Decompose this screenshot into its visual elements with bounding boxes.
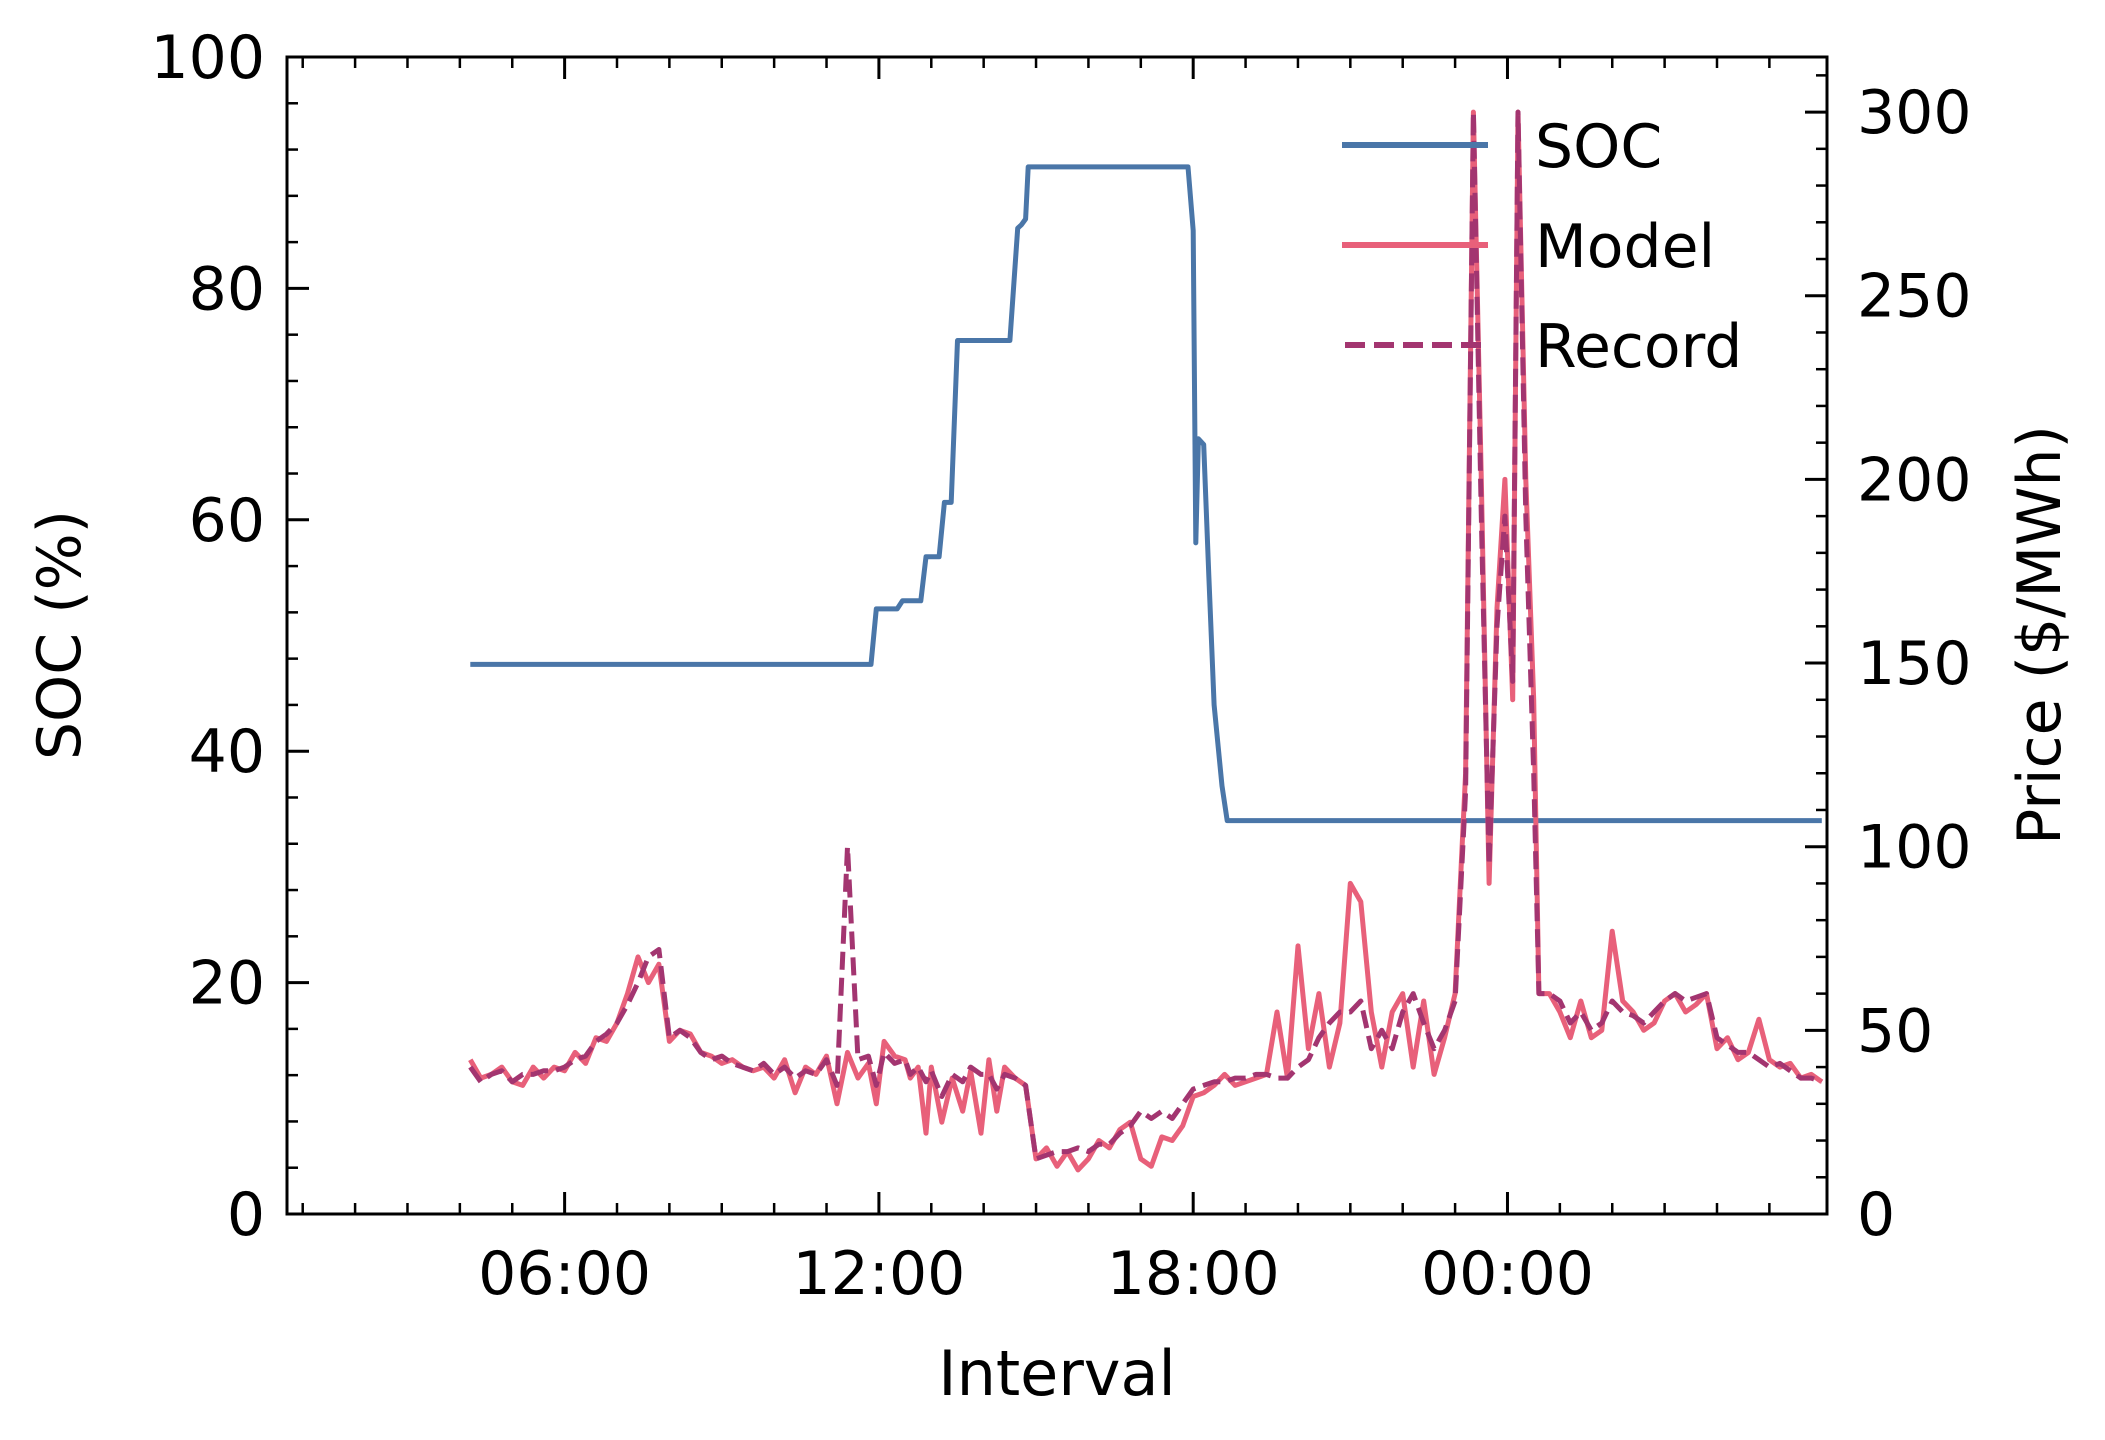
legend-label-soc: SOC [1535, 112, 1662, 182]
x-tick-label: 18:00 [1107, 1239, 1280, 1309]
legend-label-record: Record [1535, 312, 1742, 382]
series-layer [468, 109, 1824, 1173]
y-left-tick-label: 40 [189, 717, 265, 787]
series-line-soc [470, 164, 1822, 824]
y-left-tick-label: 80 [189, 254, 265, 324]
y-right-tick-label: 300 [1857, 78, 1972, 148]
y-left-tick-label: 20 [189, 949, 265, 1019]
y-axis-label-right: Price ($/MWh) [2005, 425, 2075, 845]
x-tick-label: 12:00 [792, 1239, 965, 1309]
y-axis-label-left: SOC (%) [25, 510, 95, 760]
x-axis-label: Interval [938, 1337, 1175, 1410]
ticks-layer: 06:00 12:00 18:00 00:00 0 20 40 60 80 100 0 50 100 15… [150, 23, 1971, 1309]
y-right-tick-label: 100 [1857, 813, 1972, 883]
y-right-tick-label: 150 [1857, 629, 1972, 699]
y-right-tick-label: 200 [1857, 445, 1972, 515]
y-left-tick-label: 60 [189, 486, 265, 556]
x-tick-label: 06:00 [478, 1239, 651, 1309]
x-tick-label: 00:00 [1421, 1239, 1594, 1309]
y-right-tick-label: 0 [1857, 1180, 1895, 1250]
plot-frame [285, 55, 1829, 1216]
y-left-tick-label: 0 [227, 1180, 265, 1250]
y-left-tick-label: 100 [150, 23, 265, 93]
series-line-record [468, 109, 1823, 1162]
y-right-tick-label: 250 [1857, 262, 1972, 332]
legend-label-model: Model [1535, 212, 1715, 282]
legend: SOC Model Record [1342, 112, 1742, 382]
y-right-tick-label: 50 [1857, 996, 1933, 1066]
